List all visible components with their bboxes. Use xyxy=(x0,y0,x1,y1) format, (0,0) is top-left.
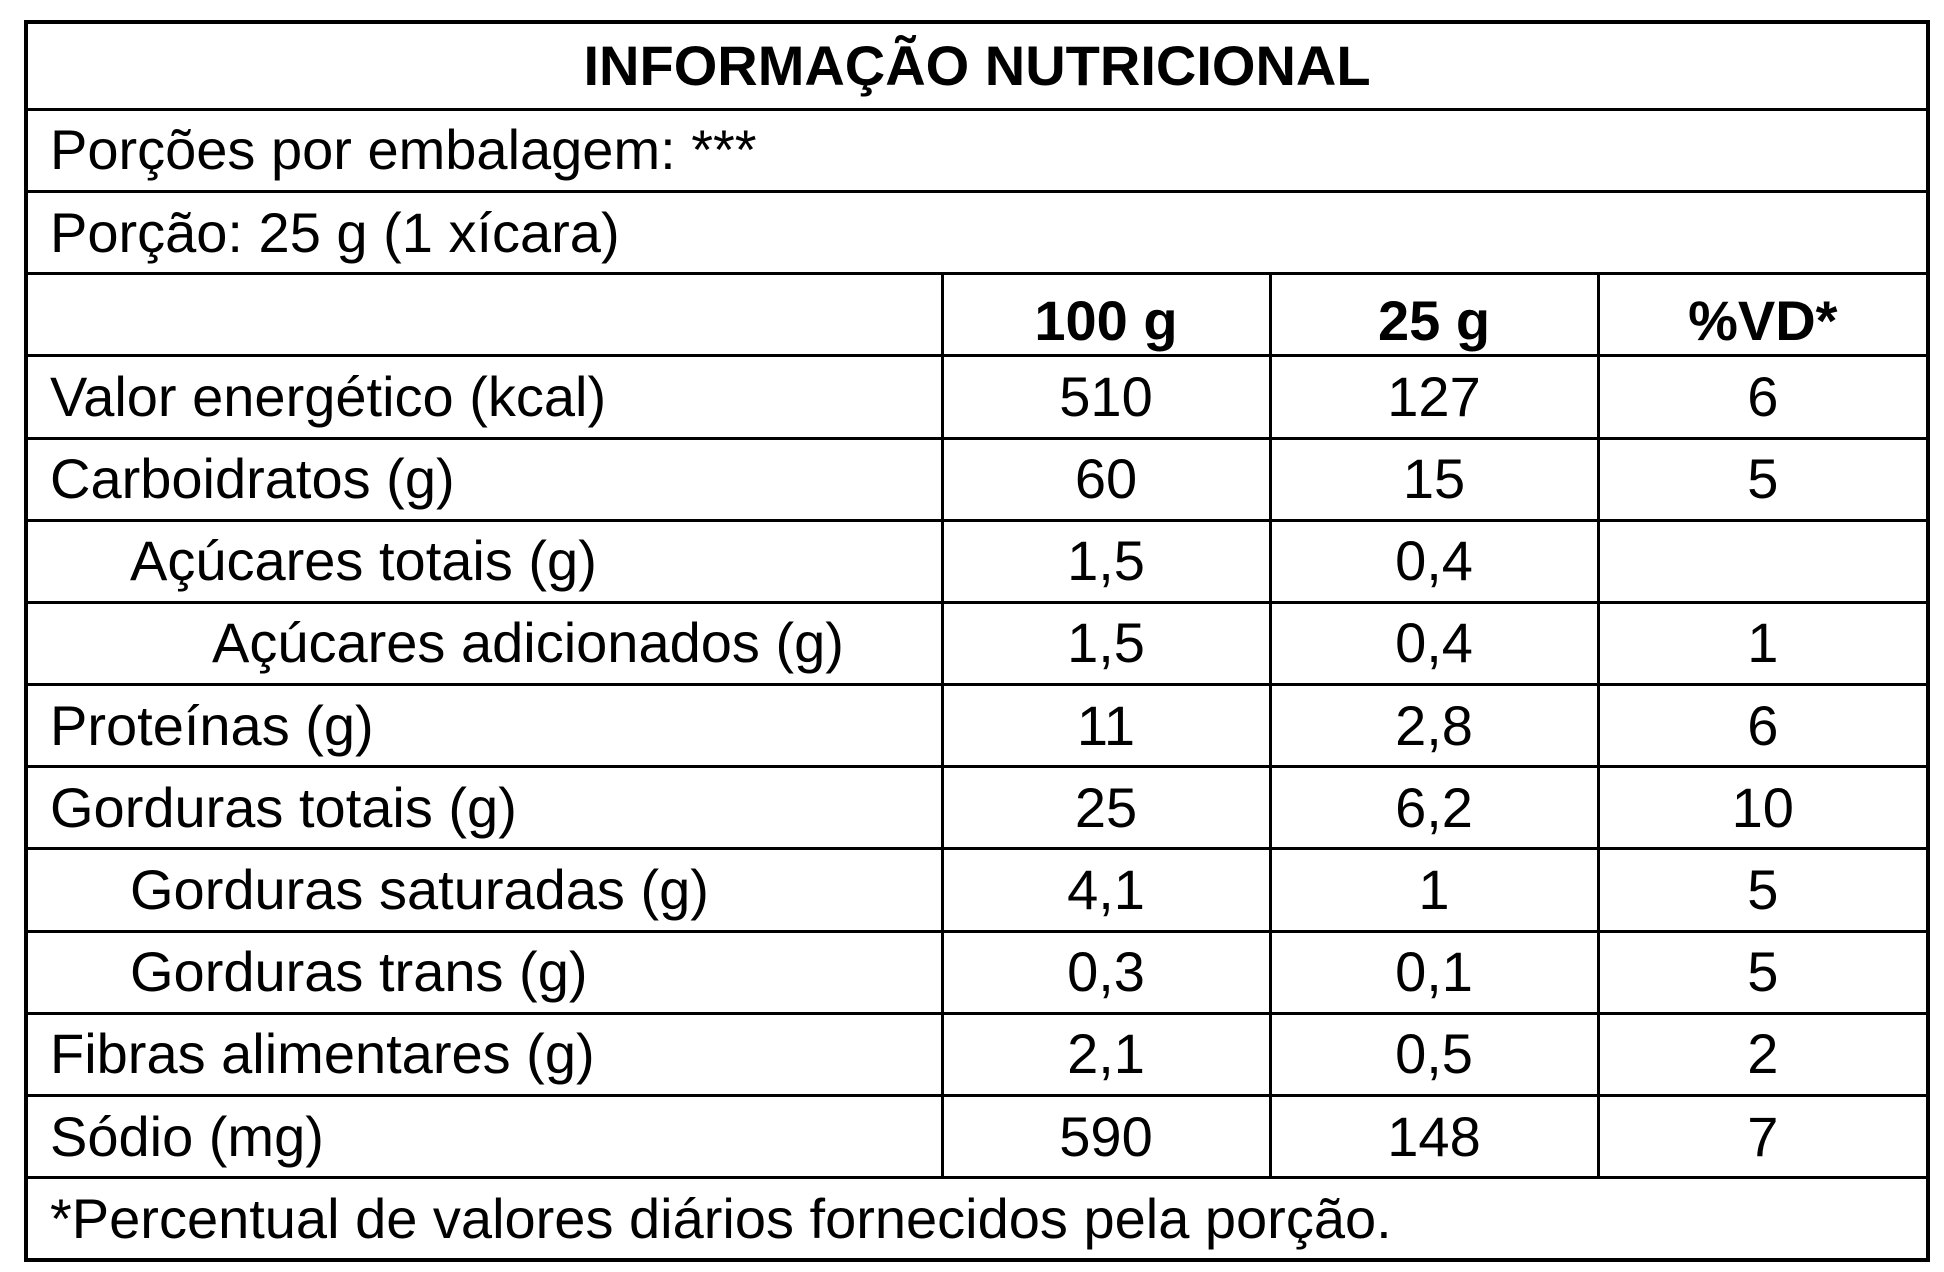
value-per-100g: 4,1 xyxy=(940,847,1272,933)
value-per-100g: 11 xyxy=(940,683,1272,769)
value-per-serving: 6,2 xyxy=(1268,765,1600,851)
daily-value-percent: 2 xyxy=(1596,1011,1930,1098)
value-per-100g: 1,5 xyxy=(940,518,1272,604)
nutrient-name: Açúcares adicionados (g) xyxy=(24,600,944,687)
title-row: INFORMAÇÃO NUTRICIONAL xyxy=(24,20,1930,111)
nutrient-name: Carboidratos (g) xyxy=(24,436,944,522)
footnote-row: *Percentual de valores diários fornecido… xyxy=(24,1176,1930,1262)
value-per-serving: 1 xyxy=(1268,847,1600,933)
serving-size: Porção: 25 g (1 xícara) xyxy=(24,189,1930,276)
nutrient-row: Gorduras totais (g) 25 6,2 10 xyxy=(24,765,1930,851)
value-per-100g: 2,1 xyxy=(940,1011,1272,1098)
value-per-100g: 1,5 xyxy=(940,600,1272,687)
value-per-100g: 25 xyxy=(940,765,1272,851)
daily-value-percent: 6 xyxy=(1596,354,1930,440)
nutrient-row: Valor energético (kcal) 510 127 6 xyxy=(24,354,1930,440)
nutrient-row: Sódio (mg) 590 148 7 xyxy=(24,1094,1930,1180)
value-per-serving: 2,8 xyxy=(1268,683,1600,769)
nutrient-name: Sódio (mg) xyxy=(24,1094,944,1180)
value-per-100g: 0,3 xyxy=(940,929,1272,1015)
nutrient-row: Proteínas (g) 11 2,8 6 xyxy=(24,683,1930,769)
daily-value-percent: 6 xyxy=(1596,683,1930,769)
daily-value-percent: 5 xyxy=(1596,847,1930,933)
value-per-serving: 0,5 xyxy=(1268,1011,1600,1098)
nutrient-row: Carboidratos (g) 60 15 5 xyxy=(24,436,1930,522)
value-per-serving: 15 xyxy=(1268,436,1600,522)
value-per-serving: 148 xyxy=(1268,1094,1600,1180)
table-title: INFORMAÇÃO NUTRICIONAL xyxy=(24,20,1930,111)
nutrition-facts-table: INFORMAÇÃO NUTRICIONAL Porções por embal… xyxy=(24,20,1931,1262)
nutrient-name: Gorduras trans (g) xyxy=(24,929,944,1015)
nutrient-row: Açúcares totais (g) 1,5 0,4 xyxy=(24,518,1930,604)
nutrient-name: Proteínas (g) xyxy=(24,683,944,769)
nutrient-name: Gorduras totais (g) xyxy=(24,765,944,851)
daily-value-percent: 10 xyxy=(1596,765,1930,851)
daily-value-percent: 7 xyxy=(1596,1094,1930,1180)
daily-value-percent: 1 xyxy=(1596,600,1930,687)
column-header-per-serving: 25 g xyxy=(1268,272,1600,358)
value-per-serving: 127 xyxy=(1268,354,1600,440)
nutrient-row: Açúcares adicionados (g) 1,5 0,4 1 xyxy=(24,600,1930,687)
daily-value-percent xyxy=(1596,518,1930,604)
servings-row: Porções por embalagem: *** xyxy=(24,107,1930,193)
value-per-100g: 60 xyxy=(940,436,1272,522)
column-header-per-100g: 100 g xyxy=(940,272,1272,358)
column-header-nutrient xyxy=(24,272,944,358)
daily-value-percent: 5 xyxy=(1596,929,1930,1015)
footnote: *Percentual de valores diários fornecido… xyxy=(24,1176,1930,1262)
column-header-daily-value: %VD* xyxy=(1596,272,1930,358)
value-per-100g: 590 xyxy=(940,1094,1272,1180)
nutrient-name: Gorduras saturadas (g) xyxy=(24,847,944,933)
nutrient-name: Fibras alimentares (g) xyxy=(24,1011,944,1098)
column-header-row: 100 g 25 g %VD* xyxy=(24,272,1930,358)
value-per-100g: 510 xyxy=(940,354,1272,440)
value-per-serving: 0,1 xyxy=(1268,929,1600,1015)
value-per-serving: 0,4 xyxy=(1268,518,1600,604)
nutrient-row: Gorduras trans (g) 0,3 0,1 5 xyxy=(24,929,1930,1015)
nutrient-row: Gorduras saturadas (g) 4,1 1 5 xyxy=(24,847,1930,933)
serving-size-row: Porção: 25 g (1 xícara) xyxy=(24,189,1930,276)
servings-per-package: Porções por embalagem: *** xyxy=(24,107,1930,193)
nutrient-name: Valor energético (kcal) xyxy=(24,354,944,440)
daily-value-percent: 5 xyxy=(1596,436,1930,522)
value-per-serving: 0,4 xyxy=(1268,600,1600,687)
nutrient-name: Açúcares totais (g) xyxy=(24,518,944,604)
nutrient-row: Fibras alimentares (g) 2,1 0,5 2 xyxy=(24,1011,1930,1098)
